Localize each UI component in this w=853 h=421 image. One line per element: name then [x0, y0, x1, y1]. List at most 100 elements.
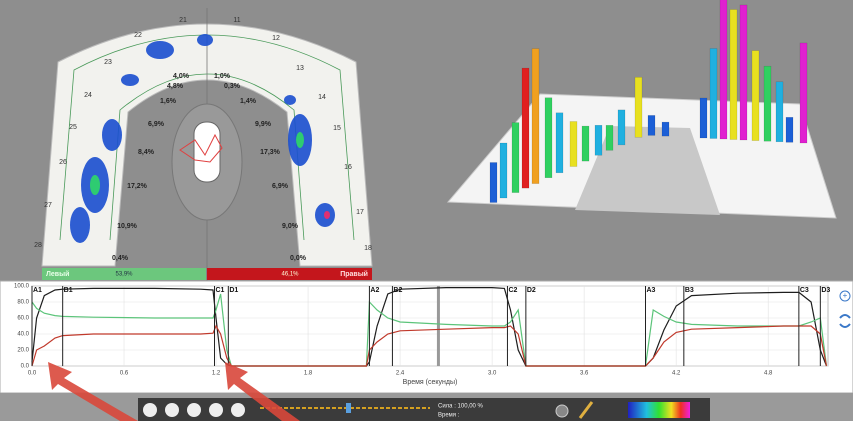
phase-marker-label: C3 — [800, 287, 809, 294]
phase-marker-label: D1 — [229, 287, 238, 294]
right-total-bar — [207, 268, 372, 280]
bar-3d — [799, 42, 808, 144]
bar-3d — [739, 4, 748, 141]
tooth-percent: 1,0% — [214, 73, 231, 80]
heat-spot — [296, 132, 304, 148]
bar-3d — [751, 50, 760, 141]
bar-3d — [709, 48, 718, 139]
tooth-percent: 4,8% — [167, 83, 184, 90]
tooth-number: 18 — [364, 245, 372, 252]
tooth-number: 13 — [296, 65, 304, 72]
bar-3d — [499, 142, 508, 199]
force-line — [31, 324, 828, 367]
x-tick-label: 1.2 — [212, 371, 221, 377]
x-tick-label: 2.4 — [396, 371, 405, 377]
y-tick-label: 60.0 — [17, 316, 29, 322]
bar-3d — [521, 67, 530, 189]
y-tick-label: 100.0 — [14, 284, 30, 290]
last-frame-button[interactable] — [231, 403, 245, 417]
force-readout: Сила : 100,00 % — [438, 404, 484, 410]
bar-3d — [544, 97, 553, 178]
bar-3d — [661, 121, 670, 137]
phase-marker-label: C1 — [216, 287, 225, 294]
tooth-percent: 0,3% — [224, 83, 241, 90]
left-total-bar — [42, 268, 206, 280]
bar-3d — [555, 112, 564, 174]
refresh-button[interactable] — [839, 314, 851, 328]
x-tick-label: 4.2 — [672, 371, 681, 377]
phase-marker-label: B3 — [685, 287, 694, 294]
left-label: Левый — [46, 270, 69, 278]
bar-3d — [763, 65, 772, 142]
phase-marker-label: D3 — [821, 287, 830, 294]
tooth-number: 25 — [69, 124, 77, 131]
bar-3d — [729, 9, 738, 140]
annotation-arrow — [48, 362, 138, 421]
first-frame-button[interactable] — [143, 403, 157, 417]
tooth-number: 16 — [344, 164, 352, 171]
tooth-number: 12 — [272, 35, 280, 42]
cof-trace — [179, 133, 223, 163]
pencil-tool[interactable] — [578, 401, 594, 419]
bar-3d — [511, 122, 520, 193]
next-button[interactable] — [209, 403, 223, 417]
tooth-number: 11 — [233, 17, 240, 24]
annotation-arrows — [48, 362, 300, 421]
tooth-percent: 0,0% — [290, 255, 307, 262]
bar-3d — [605, 125, 614, 151]
zoom-icon: + — [843, 291, 848, 300]
tooth-percent: 9,0% — [282, 223, 299, 230]
phase-marker-label: A2 — [370, 287, 379, 294]
tooth-percent: 10,9% — [117, 223, 138, 230]
heat-spot — [146, 41, 174, 59]
tooth-number: 28 — [34, 242, 42, 249]
tooth-percent: 8,4% — [138, 149, 155, 156]
arch-labels: 21 22 23 24 25 26 27 28 11 12 13 14 15 16 17 18 4,0% 4,8%… — [34, 17, 372, 262]
right-total: 46,1% — [281, 272, 299, 278]
tooth-percent: 17,3% — [260, 149, 281, 156]
x-tick-label: 0.6 — [120, 371, 129, 377]
phase-marker-label: C2 — [508, 287, 517, 294]
bar-3d — [531, 48, 540, 184]
tooth-number: 26 — [59, 159, 67, 166]
zoom-button[interactable] — [839, 290, 851, 302]
bar-3d — [775, 81, 784, 143]
force-line — [31, 293, 828, 367]
tooth-percent: 1,4% — [240, 98, 257, 105]
prev-button[interactable] — [165, 403, 179, 417]
x-axis-label: Время (секунды) — [403, 379, 458, 386]
tooth-percent: 6,9% — [272, 183, 289, 190]
tooth-percent: 17,2% — [127, 183, 148, 190]
settings-button[interactable] — [555, 404, 569, 418]
left-total: 53,9% — [115, 272, 133, 278]
x-tick-label: 3.0 — [488, 371, 497, 377]
bar-3d — [785, 117, 794, 143]
heat-spot — [90, 175, 100, 195]
bar-3d — [699, 97, 708, 139]
heat-spot — [284, 95, 296, 105]
bar-3d — [569, 121, 578, 167]
tooth-number: 27 — [44, 202, 52, 209]
tooth-number: 23 — [104, 59, 112, 66]
heat-spot — [102, 119, 122, 151]
tooth-number: 17 — [356, 209, 364, 216]
bar-3d — [581, 125, 590, 162]
arch-view — [41, 8, 373, 281]
bar-3d — [489, 162, 498, 203]
right-label: Правый — [340, 270, 368, 278]
x-tick-label: 4.8 — [764, 371, 773, 377]
heat-spot — [70, 207, 90, 243]
bars-3d — [489, 0, 808, 203]
bar-3d — [617, 109, 626, 146]
tooth-number: 21 — [179, 17, 187, 24]
phase-marker-label: A1 — [33, 287, 42, 294]
force-scale — [628, 402, 690, 418]
tooth-number: 14 — [318, 94, 326, 101]
bar-3d — [594, 125, 603, 156]
phase-marker-label: B1 — [64, 287, 73, 294]
play-button[interactable] — [187, 403, 201, 417]
phase-marker-label: B2 — [393, 287, 402, 294]
slider-thumb[interactable] — [346, 403, 351, 413]
y-tick-label: 0.0 — [21, 364, 30, 370]
